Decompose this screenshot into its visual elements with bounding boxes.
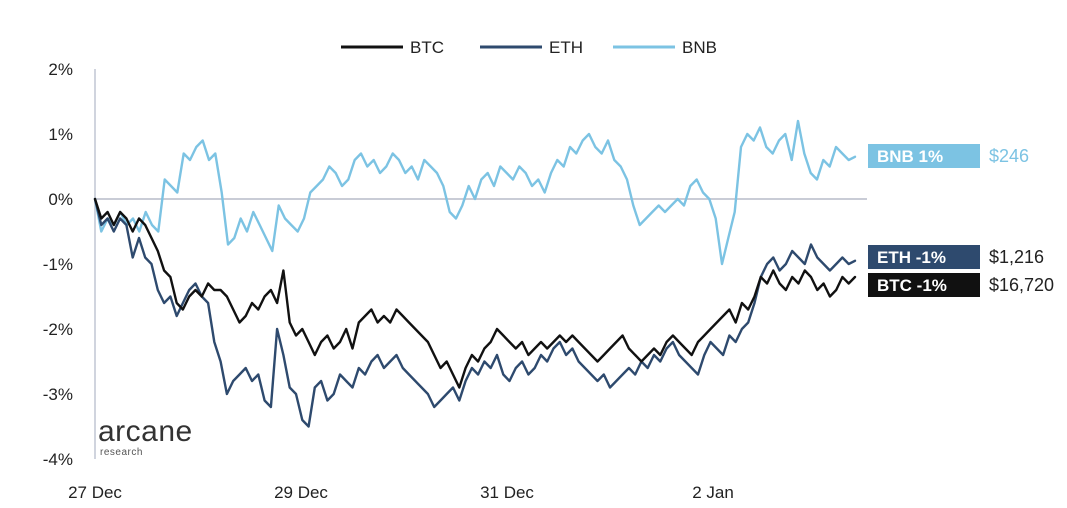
chart-legend: BTC ETH BNB: [341, 38, 717, 57]
x-tick-label: 2 Jan: [692, 483, 734, 502]
x-tick-label: 27 Dec: [68, 483, 122, 502]
series-lines: [93, 119, 857, 428]
end-labels: BTC -1% $16,720 ETH -1% $1,216 BNB 1% $246: [868, 144, 1054, 297]
price-btc: $16,720: [989, 275, 1054, 295]
y-tick-label: 2%: [48, 60, 73, 79]
end-label-box-btc: [868, 273, 980, 297]
legend-label-bnb: BNB: [682, 38, 717, 57]
legend-label-btc: BTC: [410, 38, 444, 57]
x-tick-label: 29 Dec: [274, 483, 328, 502]
y-axis: 2% 1% 0% -1% -2% -3% -4%: [43, 60, 867, 469]
y-tick-label: 1%: [48, 125, 73, 144]
end-label-btc: BTC -1%: [877, 276, 947, 295]
brand-subtitle: research: [100, 447, 143, 458]
brand-name: arcane: [98, 415, 193, 448]
end-label-eth: ETH -1%: [877, 248, 946, 267]
legend-label-eth: ETH: [549, 38, 583, 57]
arcane-research-logo: arcane research: [98, 415, 193, 458]
end-label-bnb: BNB 1%: [877, 147, 943, 166]
end-label-box-eth: [868, 245, 980, 269]
series-line-bnb: [93, 119, 857, 266]
series-line-btc: [93, 197, 857, 389]
y-tick-label: 0%: [48, 190, 73, 209]
price-bnb: $246: [989, 146, 1029, 166]
price-eth: $1,216: [989, 247, 1044, 267]
end-label-box-bnb: [868, 144, 980, 168]
y-tick-label: -4%: [43, 450, 73, 469]
y-tick-label: -2%: [43, 320, 73, 339]
x-tick-label: 31 Dec: [480, 483, 534, 502]
y-tick-label: -1%: [43, 255, 73, 274]
y-tick-label: -3%: [43, 385, 73, 404]
x-axis: 27 Dec 29 Dec 31 Dec 2 Jan: [68, 483, 734, 502]
series-line-eth: [93, 197, 857, 428]
